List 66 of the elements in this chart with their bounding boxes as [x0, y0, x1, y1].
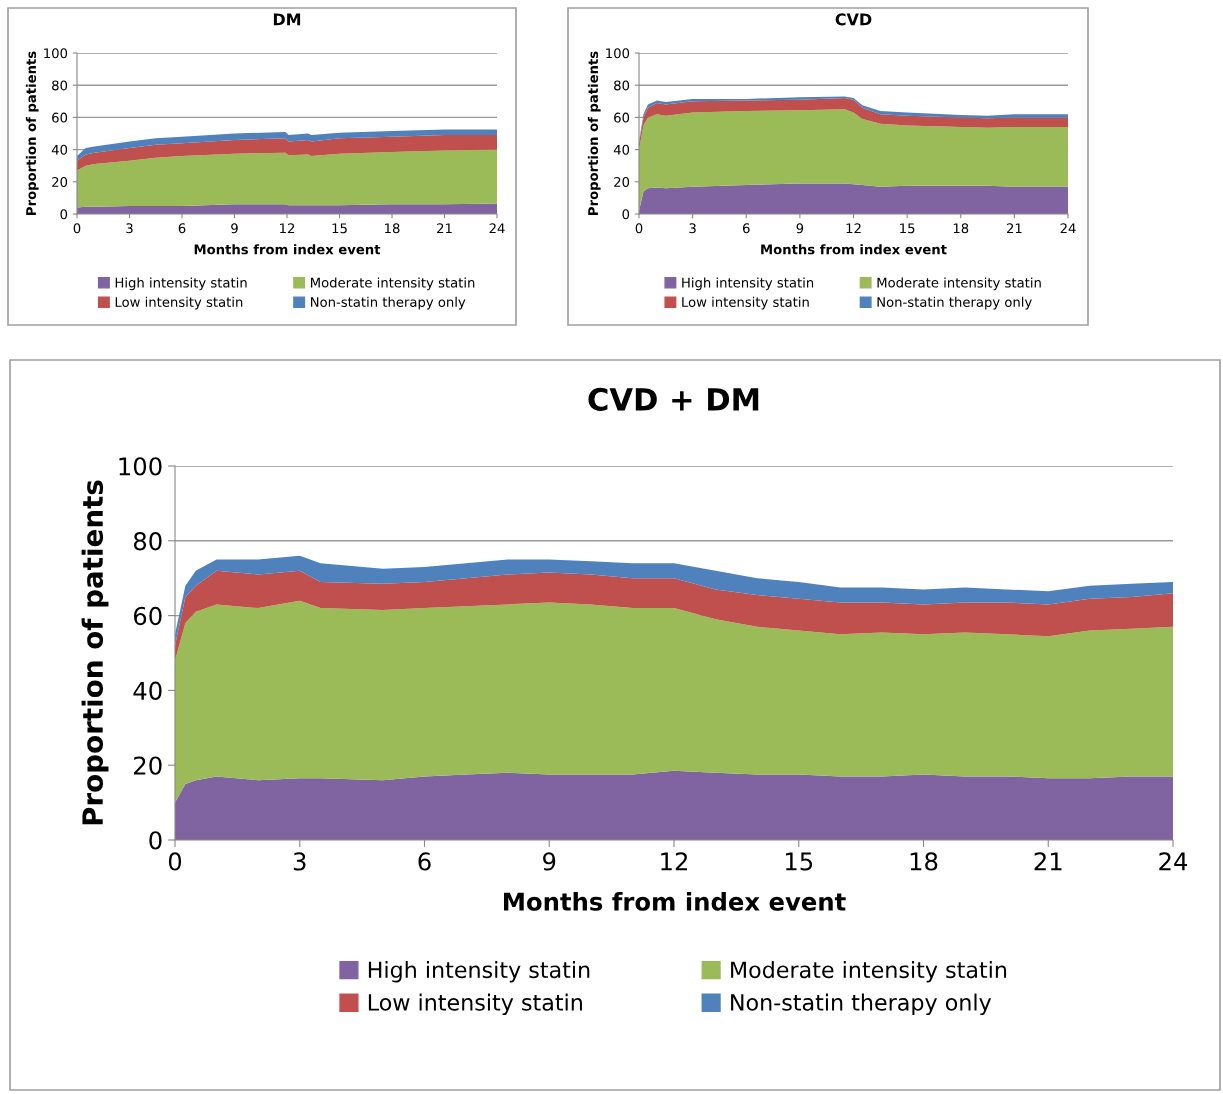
y-tick-label: 100	[44, 48, 68, 59]
x-tick-label: 6	[418, 852, 431, 871]
x-tick-label: 3	[293, 852, 306, 871]
y-tick-label: 40	[51, 144, 68, 155]
x-tick-label: 3	[689, 223, 696, 234]
x-axis-title: Months from index event	[194, 244, 381, 255]
x-tick-label: 18	[910, 852, 938, 871]
legend-label: Moderate intensity statin	[311, 277, 475, 291]
y-tick-label: 0	[622, 209, 630, 220]
x-tick-label: 15	[332, 223, 347, 234]
y-tick-label: 0	[60, 209, 68, 220]
y-tick-label: 0	[149, 831, 162, 850]
x-tick-label: 21	[1034, 852, 1062, 871]
x-tick-label: 24	[489, 223, 505, 234]
legend-label: Moderate intensity statin	[877, 277, 1041, 291]
x-tick-label: 6	[178, 223, 186, 234]
y-tick-label: 80	[133, 531, 162, 551]
legend-label: Non-statin therapy only	[731, 993, 992, 1016]
y-tick-label: 100	[119, 457, 162, 476]
y-tick-label: 20	[134, 756, 162, 775]
x-tick-label: 0	[168, 852, 182, 871]
x-tick-label: 21	[437, 223, 452, 234]
x-tick-label: 3	[126, 223, 133, 234]
chart-title: CVD + DM	[588, 387, 759, 411]
x-tick-label: 0	[73, 223, 81, 234]
y-tick-label: 40	[133, 681, 162, 700]
legend-label: Non-statin therapy only	[311, 296, 466, 310]
x-tick-label: 12	[661, 852, 688, 871]
y-tick-label: 20	[52, 177, 68, 187]
y-tick-label: 80	[614, 80, 630, 91]
y-tick-label: 40	[613, 144, 630, 155]
legend-label: Low intensity statin	[368, 993, 582, 1016]
y-axis-title: Proportion of patients	[587, 51, 601, 215]
x-tick-label: 24	[1159, 852, 1188, 871]
x-tick-label: 15	[785, 852, 813, 871]
x-tick-label: 24	[1060, 223, 1076, 234]
x-tick-label: 0	[635, 223, 643, 234]
legend-label: High intensity statin	[115, 277, 247, 291]
x-tick-label: 21	[1006, 223, 1022, 234]
chart-title: DM	[273, 13, 301, 26]
x-tick-label: 12	[280, 223, 295, 234]
x-axis-title: Months from index event	[504, 892, 846, 911]
x-tick-label: 18	[385, 223, 400, 234]
x-tick-label: 15	[900, 223, 915, 234]
y-axis-title: Proportion of patients	[25, 51, 39, 215]
y-tick-label: 80	[52, 80, 68, 91]
x-tick-label: 6	[742, 223, 750, 234]
x-tick-label: 12	[846, 223, 861, 234]
y-tick-label: 60	[52, 112, 68, 123]
legend-label: High intensity statin	[368, 960, 590, 983]
x-tick-label: 9	[231, 223, 238, 234]
legend-label: Low intensity statin	[115, 296, 243, 310]
x-tick-label: 18	[953, 223, 969, 234]
legend-label: Low intensity statin	[682, 296, 809, 310]
x-tick-label: 9	[543, 852, 556, 871]
legend-label: High intensity statin	[682, 277, 814, 291]
x-axis-title: Months from index event	[761, 244, 947, 255]
y-tick-label: 60	[614, 112, 630, 123]
legend-label: Non-statin therapy only	[877, 296, 1032, 310]
x-tick-label: 9	[796, 223, 804, 234]
chart-title: CVD	[835, 13, 872, 26]
y-tick-label: 60	[133, 606, 162, 626]
y-axis-title: Proportion of patients	[81, 480, 109, 825]
legend-label: Moderate intensity statin	[731, 960, 1007, 983]
y-tick-label: 100	[606, 48, 630, 59]
y-tick-label: 20	[614, 177, 630, 187]
